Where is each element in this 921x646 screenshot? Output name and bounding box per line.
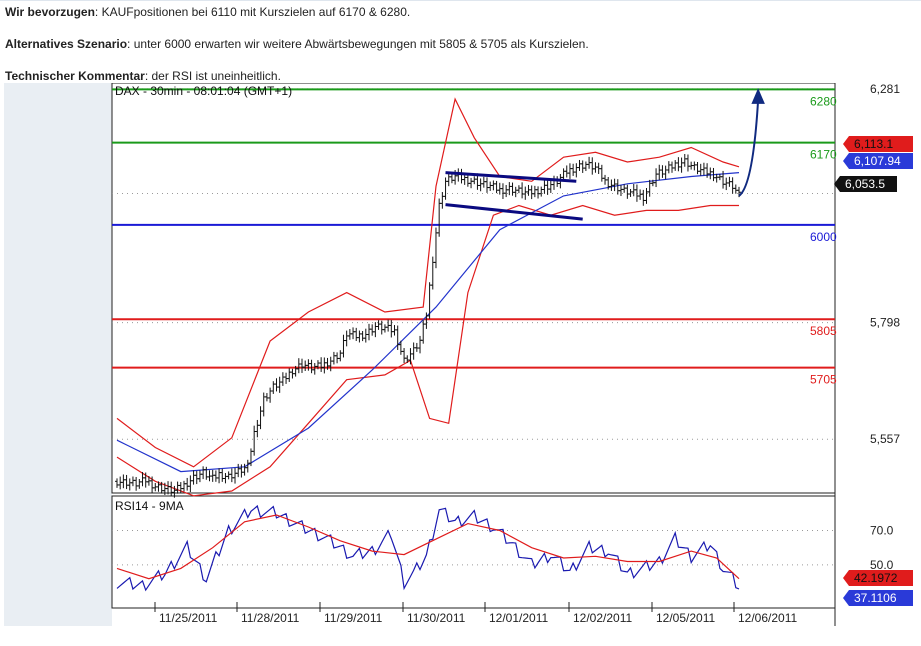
rsi-chart-title: RSI14 - 9MA	[115, 499, 184, 513]
level-label-6170: 6170	[810, 148, 837, 162]
rsi-axis-tick-label: 70.0	[870, 523, 894, 537]
x-axis-tick-label: 11/29/2011	[324, 611, 383, 625]
dax-chart: 6,281 5,798 5,557 6280 6170 6000 5805 5705 DAX -…	[4, 82, 921, 626]
forecast-arrow-head	[751, 88, 765, 104]
rsi-axis-tick-label: 50.0	[870, 558, 894, 572]
rsi-ma-line	[116, 514, 740, 580]
price-axis-tick-label: 5,798	[870, 316, 900, 330]
forecast-arrow-line	[738, 99, 760, 197]
alternative-body: unter 6000 erwarten wir weitere Abwärtsb…	[133, 37, 589, 51]
price-axis-tick-label: 5,557	[870, 432, 900, 446]
bollinger-lower-band	[116, 204, 739, 497]
channel-upper-line	[445, 171, 577, 183]
x-axis-tick-label: 12/01/2011	[489, 611, 548, 625]
level-label-5805: 5805	[810, 324, 837, 338]
rsi-line	[116, 504, 740, 592]
price-panel	[111, 82, 836, 494]
moving-average-line	[116, 172, 740, 473]
technical-sep: :	[144, 69, 152, 83]
last-value-tag-label: 6,113.1	[854, 137, 893, 151]
top-border	[0, 0, 921, 1]
x-axis-tick-label: 12/05/2011	[656, 611, 715, 625]
dax-chart-svg: 6,281 5,798 5,557 6280 6170 6000 5805 5705 DAX -…	[4, 82, 913, 626]
last-value-tag-label: 6,107.94	[854, 154, 901, 168]
chart-left-margin	[4, 83, 112, 626]
preferred-body: KAUFpositionen bei 6110 mit Kurszielen a…	[101, 5, 411, 19]
x-axis-tick-label: 12/02/2011	[573, 611, 632, 625]
bollinger-upper-band	[116, 97, 740, 468]
preferred-label: Wir bevorzugen	[5, 5, 95, 19]
x-axis-tick-label: 11/28/2011	[241, 611, 300, 625]
x-axis-tick-label: 12/06/2011	[738, 611, 797, 625]
technical-comment-text: Technischer Kommentar: der RSI ist unein…	[5, 69, 281, 83]
rsi-panel	[111, 495, 836, 609]
rsi-value-tag-red	[843, 570, 913, 586]
alternative-label: Alternatives Szenario	[5, 37, 128, 51]
alternative-sep: :	[127, 37, 134, 51]
price-axis-tick-label: 6,281	[870, 83, 900, 96]
preferred-scenario-text: Wir bevorzugen: KAUFpositionen bei 6110 …	[5, 5, 410, 19]
level-label-6280: 6280	[810, 94, 837, 108]
alternative-scenario-text: Alternatives Szenario: unter 6000 erwart…	[5, 37, 589, 51]
x-axis-tick-label: 11/30/2011	[407, 611, 466, 625]
channel-lower-line	[445, 203, 583, 221]
rsi-value-tag-label: 37.1106	[854, 591, 897, 605]
level-label-6000: 6000	[810, 230, 837, 244]
last-value-tag-label: 6,053.5	[845, 177, 885, 191]
rsi-value-tag-blue	[843, 590, 913, 606]
level-label-5705: 5705	[810, 373, 837, 387]
rsi-value-tag-label: 42.1972	[854, 571, 898, 585]
preferred-sep: :	[94, 5, 102, 19]
technical-body: der RSI ist uneinheitlich.	[151, 69, 281, 83]
x-axis-tick-label: 11/25/2011	[159, 611, 218, 625]
last-value-tag-red	[843, 136, 913, 152]
last-value-tag-black	[834, 176, 897, 192]
price-chart-title: DAX - 30min - 08:01:04 (GMT+1)	[115, 84, 292, 98]
price-bars	[115, 154, 741, 498]
last-value-tag-blue	[843, 153, 913, 169]
technical-label: Technischer Kommentar	[5, 69, 145, 83]
